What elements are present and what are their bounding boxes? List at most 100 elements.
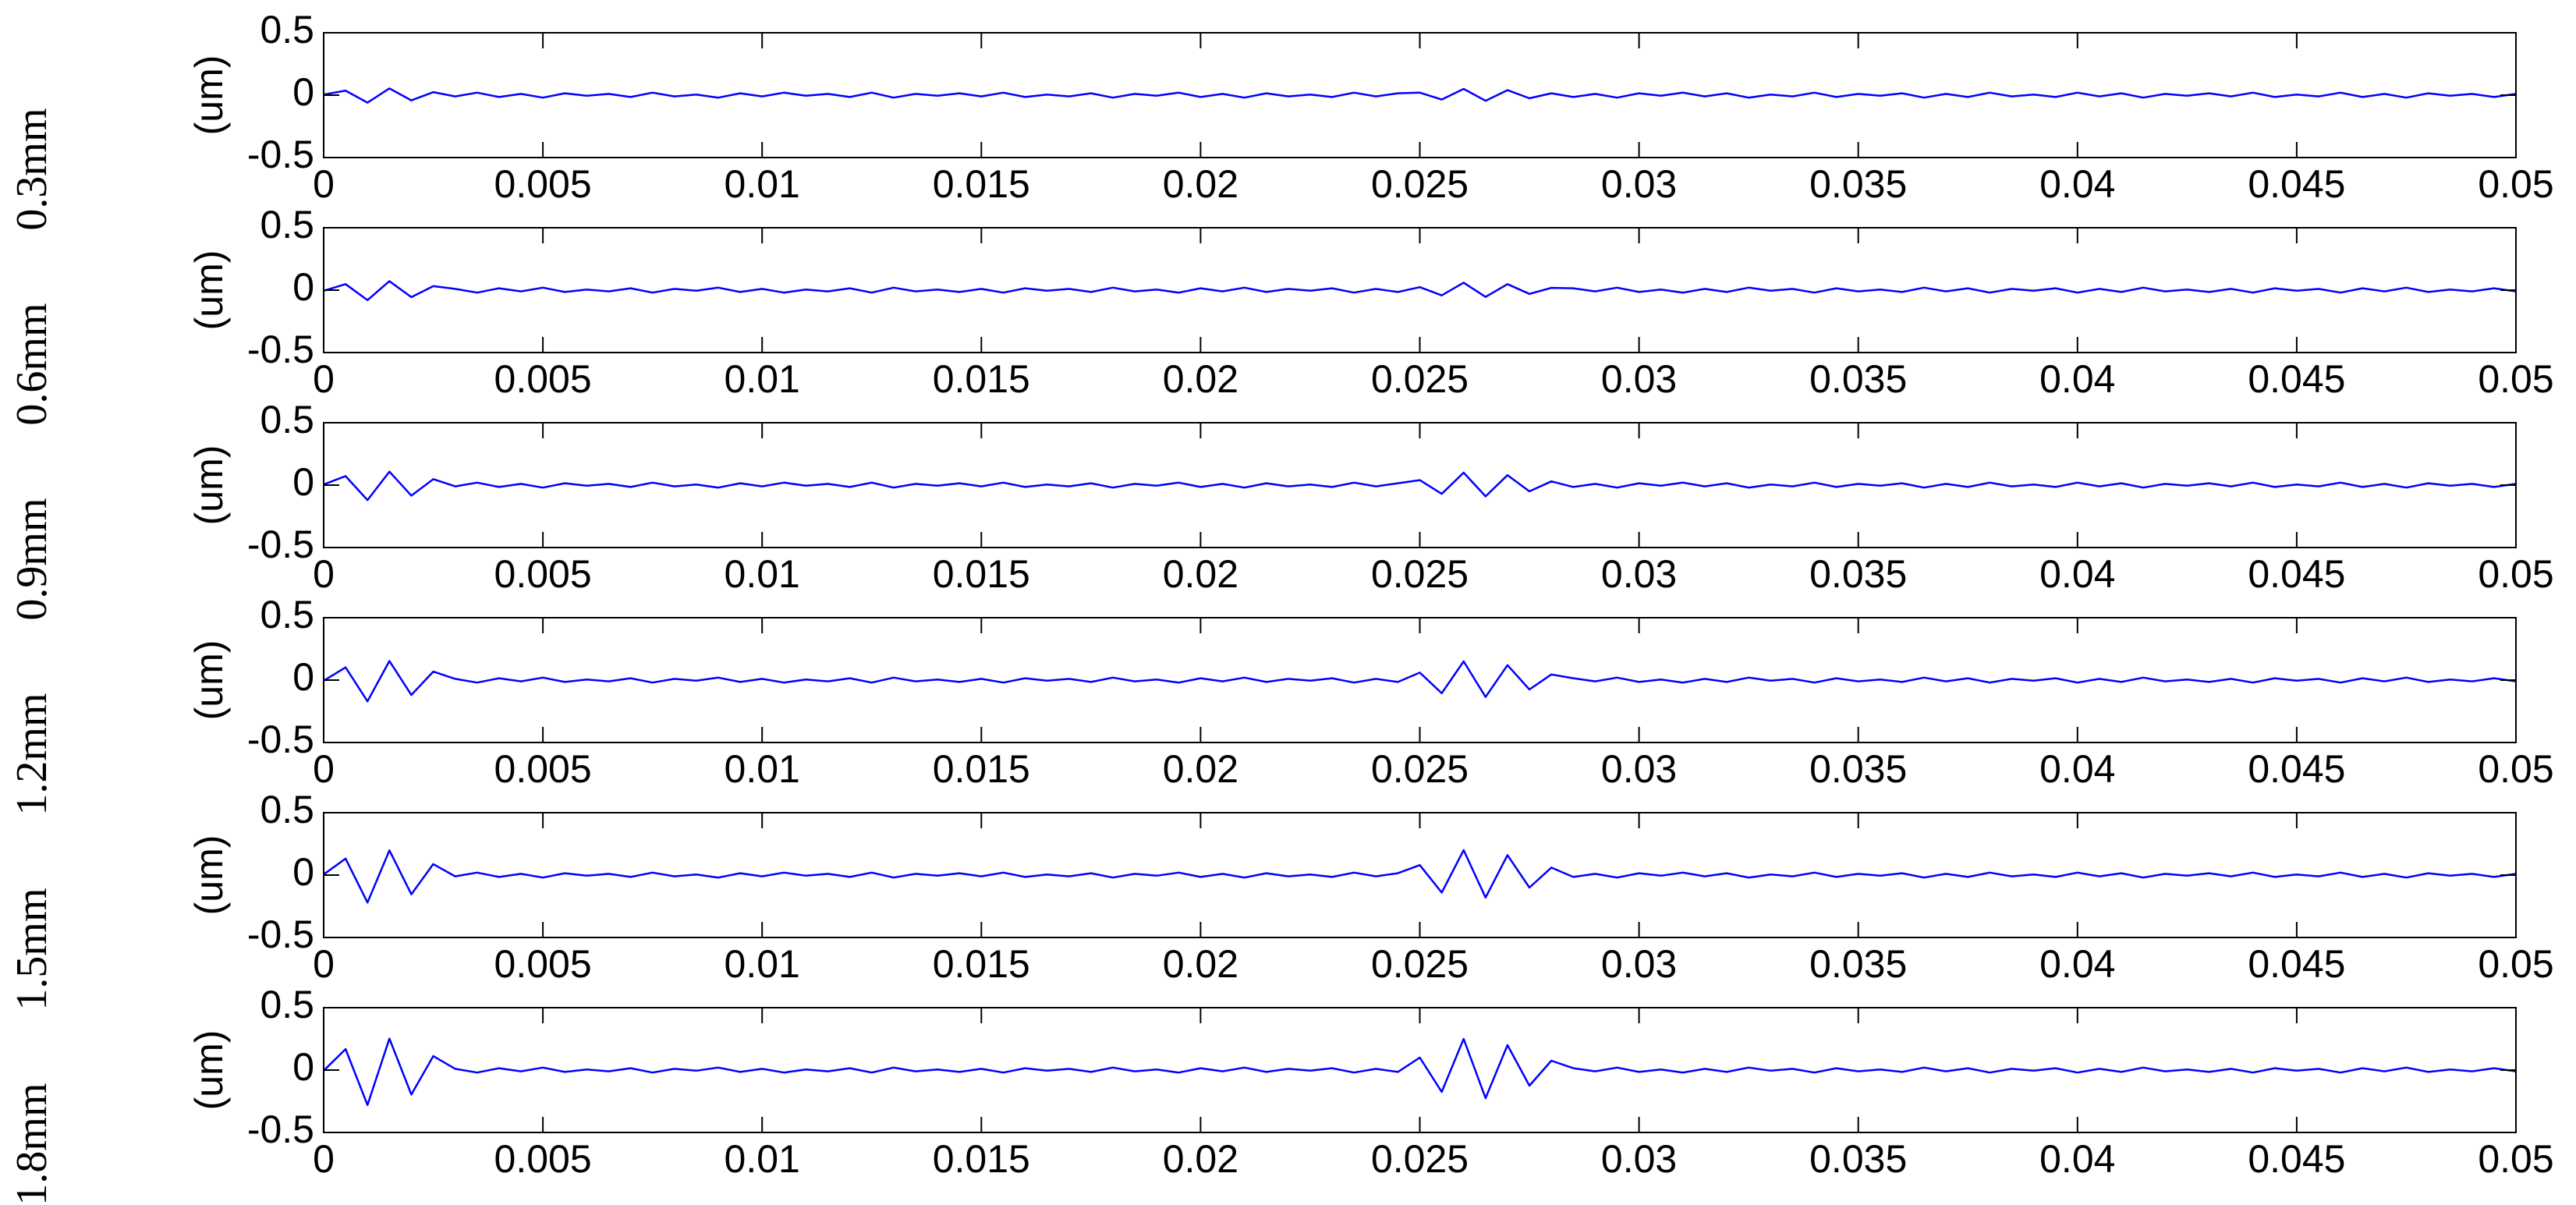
x-tick-label: 0.015 — [933, 162, 1030, 206]
x-tick-label: 0.04 — [2039, 1137, 2115, 1181]
subplot: 0 0.005 0.01 0.015 0.02 0.025 0.03 0.035 0.04 0.0… — [8, 983, 2554, 1205]
subplot: 0 0.005 0.01 0.015 0.02 0.025 0.03 0.035 0.04 0.0… — [8, 398, 2554, 620]
subplot: 0 0.005 0.01 0.015 0.02 0.025 0.03 0.035 0.04 0.0… — [8, 788, 2554, 1010]
x-tick-label: 0.03 — [1601, 552, 1677, 596]
y-tick-label: -0.5 — [247, 718, 314, 761]
x-tick-label: 0.025 — [1371, 357, 1469, 401]
x-tick-label: 0.025 — [1371, 162, 1469, 206]
x-tick-label: 0.02 — [1163, 942, 1238, 986]
subplot: 0 0.005 0.01 0.015 0.02 0.025 0.03 0.035 0.04 0.0… — [8, 203, 2554, 425]
x-tick-label: 0.035 — [1809, 552, 1907, 596]
x-tick-label: 0.045 — [2248, 747, 2345, 791]
x-tick-label: 0.05 — [2478, 942, 2553, 986]
x-tick-label: 0 — [313, 357, 335, 401]
y-tick-label: -0.5 — [247, 913, 314, 956]
x-tick-label: 0.01 — [725, 357, 800, 401]
y-axis-label: (um) — [187, 250, 231, 331]
x-tick-label: 0.01 — [725, 942, 800, 986]
x-tick-label: 0.02 — [1163, 162, 1238, 206]
y-tick-label: 0.5 — [260, 203, 314, 246]
x-tick-label: 0.03 — [1601, 942, 1677, 986]
y-axis-label: (um) — [187, 445, 231, 526]
x-tick-label: 0.035 — [1809, 747, 1907, 791]
x-tick-label: 0.035 — [1809, 162, 1907, 206]
y-tick-label: -0.5 — [247, 523, 314, 566]
y-tick-label: 0 — [292, 1045, 314, 1089]
y-axis-label: (um) — [187, 835, 231, 916]
y-tick-label: 0 — [292, 265, 314, 309]
x-tick-label: 0.03 — [1601, 357, 1677, 401]
y-axis-label: (um) — [187, 55, 231, 136]
signal-line — [323, 660, 2517, 703]
x-tick-label: 0.04 — [2039, 357, 2115, 401]
x-tick-label: 0.04 — [2039, 552, 2115, 596]
x-tick-label: 0.035 — [1809, 1137, 1907, 1181]
x-tick-label: 0.02 — [1163, 1137, 1238, 1181]
x-tick-label: 0.05 — [2478, 357, 2553, 401]
subplot: 0 0.005 0.01 0.015 0.02 0.025 0.03 0.035 0.04 0.0… — [8, 593, 2554, 815]
y-tick-label: 0.5 — [260, 983, 314, 1026]
x-tick-label: 0.015 — [933, 747, 1030, 791]
signal-line — [323, 87, 2517, 104]
y-tick-label: 0.5 — [260, 8, 314, 51]
x-tick-label: 0.045 — [2248, 942, 2345, 986]
y-tick-label: 0 — [292, 70, 314, 114]
x-tick-label: 0 — [313, 552, 335, 596]
x-tick-label: 0.02 — [1163, 552, 1238, 596]
x-tick-label: 0.05 — [2478, 162, 2553, 206]
x-tick-label: 0.03 — [1601, 162, 1677, 206]
side-label: 0.3mm — [8, 108, 56, 230]
subplot: 0 0.005 0.01 0.015 0.02 0.025 0.03 0.035 0.04 0.0… — [8, 8, 2554, 230]
x-tick-label: 0.025 — [1371, 942, 1469, 986]
x-tick-label: 0.005 — [494, 552, 592, 596]
x-tick-label: 0.005 — [494, 942, 592, 986]
signal-line — [323, 470, 2517, 501]
side-label: 1.8mm — [8, 1083, 56, 1205]
x-tick-label: 0.03 — [1601, 747, 1677, 791]
x-tick-label: 0.005 — [494, 357, 592, 401]
x-tick-label: 0 — [313, 747, 335, 791]
y-tick-label: -0.5 — [247, 133, 314, 176]
x-tick-label: 0.005 — [494, 1137, 592, 1181]
x-tick-label: 0.045 — [2248, 1137, 2345, 1181]
x-tick-label: 0 — [313, 942, 335, 986]
x-tick-label: 0.025 — [1371, 747, 1469, 791]
x-tick-label: 0.01 — [725, 162, 800, 206]
x-tick-label: 0.01 — [725, 552, 800, 596]
y-tick-label: 0.5 — [260, 398, 314, 441]
side-label: 0.9mm — [8, 498, 56, 620]
y-tick-label: 0 — [292, 460, 314, 504]
y-tick-label: 0 — [292, 655, 314, 699]
x-tick-label: 0.025 — [1371, 552, 1469, 596]
x-tick-label: 0.025 — [1371, 1137, 1469, 1181]
x-tick-label: 0.02 — [1163, 747, 1238, 791]
x-tick-label: 0.005 — [494, 162, 592, 206]
x-tick-label: 0.015 — [933, 1137, 1030, 1181]
x-tick-label: 0.01 — [725, 1137, 800, 1181]
x-tick-label: 0.02 — [1163, 357, 1238, 401]
signal-line — [323, 849, 2517, 904]
x-tick-label: 0.04 — [2039, 942, 2115, 986]
x-tick-label: 0.05 — [2478, 1137, 2553, 1181]
x-tick-label: 0.015 — [933, 552, 1030, 596]
y-tick-label: 0 — [292, 850, 314, 894]
y-tick-label: 0.5 — [260, 593, 314, 636]
x-tick-label: 0.015 — [933, 942, 1030, 986]
x-tick-label: 0.035 — [1809, 357, 1907, 401]
x-tick-label: 0.04 — [2039, 162, 2115, 206]
x-tick-label: 0.045 — [2248, 357, 2345, 401]
y-axis-label: (um) — [187, 640, 231, 721]
signal-line — [323, 1037, 2517, 1107]
side-label: 1.2mm — [8, 693, 56, 815]
signal-line — [323, 280, 2517, 302]
y-axis-label: (um) — [187, 1030, 231, 1111]
x-tick-label: 0.015 — [933, 357, 1030, 401]
x-tick-label: 0 — [313, 162, 335, 206]
x-tick-label: 0.01 — [725, 747, 800, 791]
x-tick-label: 0.05 — [2478, 747, 2553, 791]
y-tick-label: 0.5 — [260, 788, 314, 831]
x-tick-label: 0.04 — [2039, 747, 2115, 791]
x-tick-label: 0.045 — [2248, 552, 2345, 596]
x-tick-label: 0 — [313, 1137, 335, 1181]
